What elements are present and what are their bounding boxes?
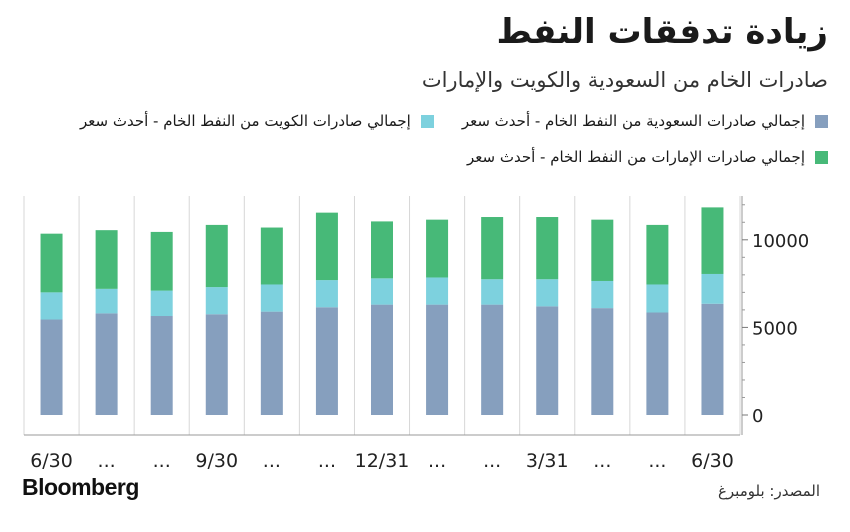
bar-kuwait — [260, 284, 283, 312]
bar-kuwait — [95, 288, 118, 314]
bar-uae — [40, 233, 63, 293]
y-tick-label: 10000 — [752, 231, 809, 252]
bar-saudi — [40, 319, 63, 415]
bar-uae — [205, 224, 228, 288]
legend-item-kuwait: إجمالي صادرات الكويت من النفط الخام - أح… — [80, 112, 434, 130]
bar-saudi — [95, 313, 118, 415]
bar-uae — [701, 207, 724, 274]
legend-label-uae: إجمالي صادرات الإمارات من النفط الخام - … — [466, 148, 805, 166]
bar-kuwait — [426, 277, 449, 305]
bar-kuwait — [481, 279, 504, 305]
x-tick-label: 3/31 — [526, 450, 569, 470]
legend-item-uae: إجمالي صادرات الإمارات من النفط الخام - … — [467, 148, 828, 166]
x-tick-label: ... — [593, 450, 611, 470]
bar-saudi — [481, 304, 504, 415]
x-tick-label: ... — [98, 450, 116, 470]
bloomberg-logo: Bloomberg — [22, 474, 139, 500]
source-note: المصدر: بلومبرغ — [717, 482, 820, 500]
bar-uae — [315, 212, 338, 281]
bar-uae — [646, 224, 669, 285]
x-tick-label: ... — [263, 450, 281, 470]
y-tick-label: 0 — [752, 406, 763, 427]
legend-item-saudi: إجمالي صادرات السعودية من النفط الخام - … — [462, 112, 828, 130]
legend-swatch-saudi — [815, 114, 828, 128]
bar-saudi — [371, 304, 393, 415]
bar-kuwait — [315, 280, 338, 308]
legend-label-saudi: إجمالي صادرات السعودية من النفط الخام - … — [461, 112, 805, 130]
y-tick-label: 5000 — [752, 318, 798, 339]
bar-kuwait — [591, 280, 614, 309]
stacked-bar-chart: 0 5000 10000 6/30...... 9/30...... 12/31.....… — [23, 196, 809, 470]
bar-kuwait — [371, 278, 393, 305]
bar-uae — [481, 217, 504, 280]
bar-uae — [260, 227, 283, 285]
bar-saudi — [701, 303, 724, 415]
bar-saudi — [205, 314, 228, 415]
x-tick-label: ... — [648, 450, 666, 470]
bar-kuwait — [150, 290, 173, 317]
bar-saudi — [591, 308, 614, 415]
bar-saudi — [426, 304, 449, 415]
bar-uae — [536, 217, 559, 280]
chart-legend: إجمالي صادرات السعودية من النفط الخام - … — [28, 112, 828, 166]
legend-swatch-uae — [815, 150, 828, 164]
bar-saudi — [536, 306, 559, 415]
bar-saudi — [315, 307, 338, 415]
x-tick-label: 12/31 — [355, 450, 410, 470]
bar-uae — [426, 219, 449, 278]
legend-swatch-kuwait — [420, 114, 434, 128]
chart-title: زيادة تدفقات النفط — [496, 12, 828, 52]
bar-uae — [150, 231, 173, 291]
x-tick-label: ... — [153, 450, 171, 470]
bar-kuwait — [40, 292, 63, 320]
x-tick-label: ... — [428, 450, 446, 470]
x-tick-label: 6/30 — [30, 450, 73, 470]
chart-subtitle: صادرات الخام من السعودية والكويت والإمار… — [421, 68, 828, 92]
bar-uae — [371, 221, 393, 279]
bar-kuwait — [701, 273, 724, 304]
bar-kuwait — [646, 284, 669, 313]
bar-saudi — [150, 316, 173, 415]
x-tick-label: 9/30 — [195, 450, 238, 470]
x-tick-label: ... — [318, 450, 336, 470]
bar-kuwait — [536, 279, 559, 307]
bar-kuwait — [205, 287, 228, 315]
bar-saudi — [260, 311, 283, 415]
bar-uae — [95, 230, 118, 289]
legend-label-kuwait: إجمالي صادرات الكويت من النفط الخام - أح… — [79, 112, 411, 130]
bar-uae — [591, 219, 614, 281]
x-tick-label: ... — [483, 450, 501, 470]
bar-saudi — [646, 312, 669, 415]
x-tick-label: 6/30 — [691, 450, 734, 470]
